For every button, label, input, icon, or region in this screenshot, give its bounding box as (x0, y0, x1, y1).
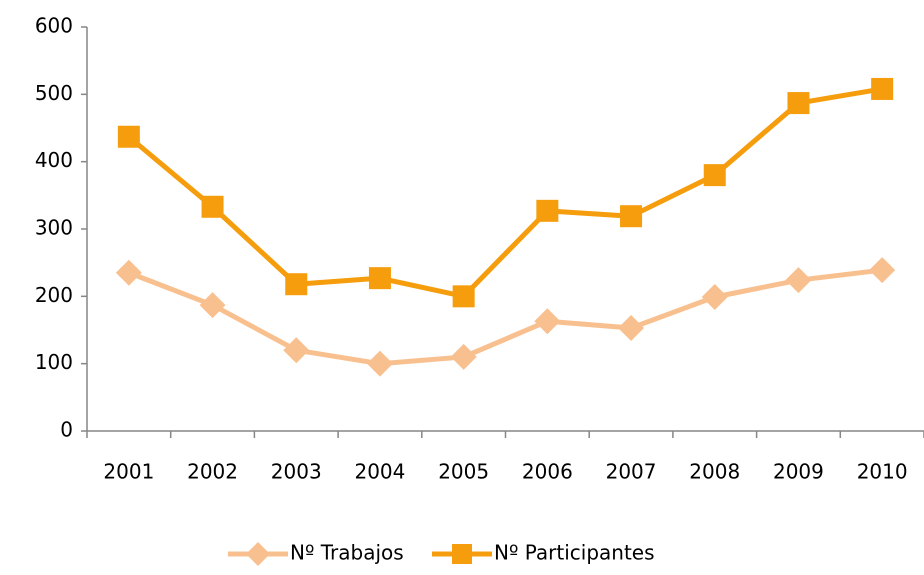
marker (246, 542, 270, 566)
y-tick-label: 600 (35, 14, 73, 38)
marker (450, 343, 477, 370)
x-tick-label: 2007 (606, 460, 657, 484)
marker (452, 544, 472, 564)
marker (701, 284, 728, 311)
marker (117, 125, 140, 148)
x-tick-label: 2010 (857, 460, 908, 484)
y-tick-label: 400 (35, 148, 73, 172)
x-tick-label: 2002 (187, 460, 238, 484)
marker (618, 314, 645, 341)
marker (869, 257, 896, 284)
x-tick-label: 2004 (354, 460, 405, 484)
x-tick-label: 2006 (522, 460, 573, 484)
y-tick-label: 500 (35, 81, 73, 105)
x-tick-label: 2005 (438, 460, 489, 484)
marker (536, 199, 559, 222)
series-line (127, 267, 883, 367)
marker (285, 273, 308, 296)
marker (871, 77, 894, 100)
marker (787, 92, 810, 115)
marker (201, 195, 224, 218)
y-tick-label: 200 (35, 283, 73, 307)
marker (703, 164, 726, 187)
y-tick-label: 100 (35, 350, 73, 374)
legend-label: Nº Participantes (494, 541, 655, 565)
marker (283, 337, 310, 364)
x-tick-label: 2009 (773, 460, 824, 484)
marker (368, 267, 391, 290)
x-tick-label: 2003 (271, 460, 322, 484)
marker (115, 259, 142, 286)
marker (452, 285, 475, 308)
y-tick-label: 300 (35, 216, 73, 240)
marker (785, 267, 812, 294)
series-line (127, 86, 883, 299)
marker (620, 205, 643, 228)
marker (366, 350, 393, 377)
y-tick-label: 0 (60, 418, 73, 442)
legend-label: Nº Trabajos (290, 541, 404, 565)
marker (534, 308, 561, 335)
x-tick-label: 2008 (689, 460, 740, 484)
x-tick-label: 2001 (103, 460, 154, 484)
marker (199, 292, 226, 319)
